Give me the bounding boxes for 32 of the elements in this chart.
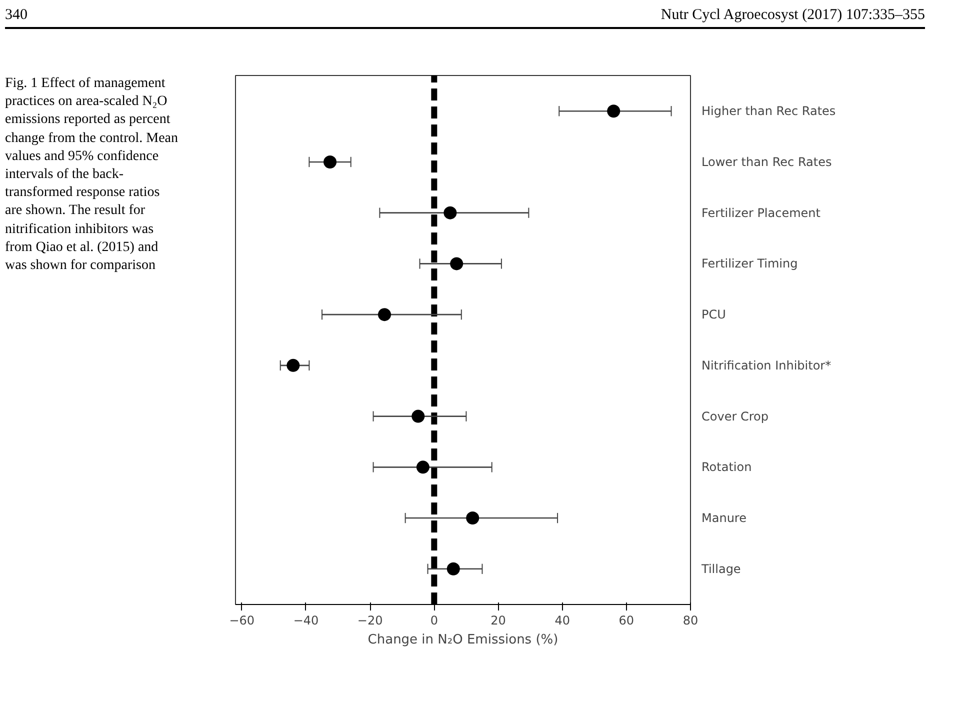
point [444,206,457,220]
x-axis-title: Change in N₂O Emissions (%) [368,632,558,648]
y-tick-label: Manure [702,511,746,526]
y-tick-label: Rotation [702,460,752,474]
x-tick-label: −20 [357,614,383,628]
point [466,512,480,525]
x-tick-label: 40 [554,614,570,628]
text: Fig. 1 Effect of management practices on area-scaled N₂O emissions reported as percent change from the control. Mean values and 95% confidence intervals of the back-transformed response ratios are shown. The result for nitrification inhibitors was from Qiao et al. (2015) and was shown for comparison [5,76,178,273]
x-tick-label: 0 [430,614,438,628]
point [378,308,391,322]
x-tick-label: 20 [490,614,506,628]
point [416,460,430,474]
text: 340 [5,6,28,25]
x-tick-label: −60 [229,614,255,628]
point [607,104,620,118]
point [412,410,425,423]
point [450,257,464,270]
y-tick-label: Tillage [700,562,741,576]
y-tick-label: Lower than Rec Rates [702,154,832,169]
point [286,358,300,372]
y-tick-label: Fertilizer Placement [702,206,821,220]
x-tick-label: 80 [682,614,698,628]
y-tick-label: Fertilizer Timing [702,256,798,271]
y-tick-label: Nitrification Inhibitor* [702,358,832,372]
y-tick-label: PCU [702,308,726,322]
y-tick-label: Higher than Rec Rates [702,104,836,118]
x-tick-label: −40 [293,614,319,628]
point [446,562,460,576]
x-tick-label: 60 [618,614,634,628]
y-tick-label: Cover Crop [702,409,768,424]
text: Nutr Cycl Agroecosyst (2017) 107:335–355 [660,6,925,25]
point [324,155,337,168]
